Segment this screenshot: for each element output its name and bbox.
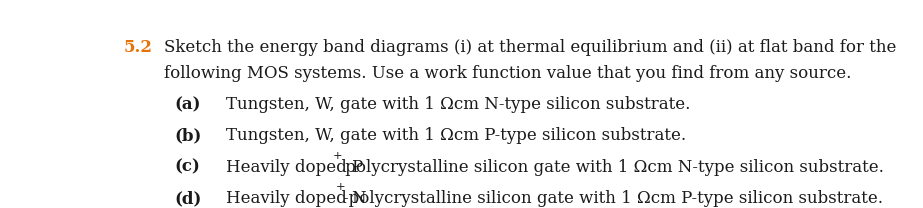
Text: polycrystalline silicon gate with 1 Ωcm N-type silicon substrate.: polycrystalline silicon gate with 1 Ωcm … (340, 159, 884, 176)
Text: Heavily doped P: Heavily doped P (226, 159, 364, 176)
Text: (d): (d) (174, 190, 201, 207)
Text: Tungsten, W, gate with 1 Ωcm N-type silicon substrate.: Tungsten, W, gate with 1 Ωcm N-type sili… (226, 96, 690, 113)
Text: (c): (c) (174, 159, 200, 176)
Text: +: + (332, 151, 342, 161)
Text: 5.2: 5.2 (124, 39, 153, 56)
Text: (b): (b) (174, 128, 201, 145)
Text: Sketch the energy band diagrams (i) at thermal equilibrium and (ii) at flat band: Sketch the energy band diagrams (i) at t… (164, 39, 896, 56)
Text: Heavily doped N: Heavily doped N (226, 190, 366, 207)
Text: following MOS systems. Use a work function value that you find from any source.: following MOS systems. Use a work functi… (164, 65, 851, 82)
Text: +: + (335, 182, 345, 192)
Text: (a): (a) (174, 96, 200, 113)
Text: Tungsten, W, gate with 1 Ωcm P-type silicon substrate.: Tungsten, W, gate with 1 Ωcm P-type sili… (226, 128, 687, 145)
Text: -polycrystalline silicon gate with 1 Ωcm P-type silicon substrate.: -polycrystalline silicon gate with 1 Ωcm… (342, 190, 882, 207)
